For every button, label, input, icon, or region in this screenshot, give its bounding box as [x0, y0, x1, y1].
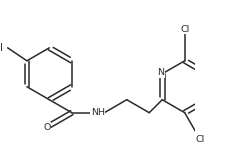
Text: Cl: Cl [195, 135, 204, 144]
Text: N: N [156, 69, 164, 77]
Text: Cl: Cl [179, 25, 188, 34]
Text: I: I [0, 43, 3, 53]
Text: Cl: Cl [227, 53, 229, 62]
Text: NH: NH [90, 108, 104, 117]
Text: O: O [43, 123, 50, 132]
